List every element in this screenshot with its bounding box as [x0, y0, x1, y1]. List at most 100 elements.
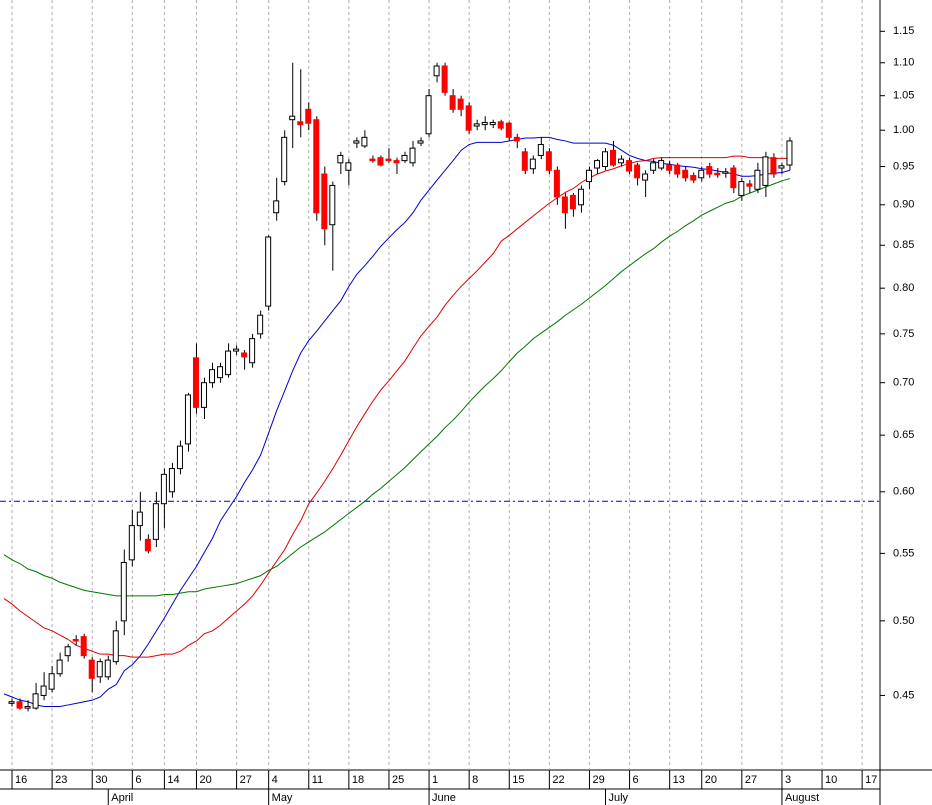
x-tick-label: 10 [825, 774, 837, 786]
candle-body [650, 162, 657, 171]
candle-body [730, 167, 737, 189]
candle-body [618, 158, 625, 164]
candle-body [64, 646, 71, 657]
y-tick-label: 0.60 [893, 486, 914, 498]
x-tick-label: 17 [865, 774, 877, 786]
x-tick-label: 18 [352, 774, 364, 786]
candle-body [72, 638, 79, 642]
candle-body [345, 162, 352, 171]
candle-body [409, 147, 416, 164]
candle-body [465, 105, 472, 131]
x-tick-label: 6 [135, 774, 141, 786]
x-tick-label: 27 [240, 774, 252, 786]
candle-body [698, 169, 705, 179]
candle-body [337, 154, 344, 164]
month-label: May [272, 792, 293, 804]
candle-body [746, 183, 753, 187]
y-tick-label: 0.95 [893, 160, 914, 172]
candle-body [537, 144, 544, 156]
candle-body [56, 659, 63, 675]
candle-body [369, 158, 376, 162]
candle-body [104, 659, 111, 678]
candle-body [706, 166, 713, 175]
y-tick-label: 1.10 [893, 57, 914, 69]
x-tick-label: 29 [592, 774, 604, 786]
candle-body [722, 171, 729, 174]
candle-body [225, 350, 232, 376]
candle-body [80, 636, 87, 657]
candle-body [682, 169, 689, 179]
x-tick-label: 11 [312, 774, 323, 786]
candle-body [377, 157, 384, 166]
candle-body [545, 151, 552, 171]
candle-body [553, 169, 560, 198]
candle-body [32, 693, 39, 709]
candle-body [176, 445, 183, 470]
candle-body [353, 140, 360, 144]
candle-body [136, 511, 143, 527]
candle-body [770, 157, 777, 175]
candle-body [401, 154, 408, 162]
candle-body [690, 175, 697, 181]
candle-body [449, 95, 456, 110]
y-tick-label: 0.90 [893, 199, 914, 211]
candle-body [40, 685, 47, 696]
x-tick-label: 14 [167, 774, 179, 786]
x-tick-label: 20 [705, 774, 717, 786]
candle-body [786, 140, 793, 166]
x-tick-label: 3 [785, 774, 791, 786]
ma-line [3, 178, 791, 597]
candle-body [634, 164, 641, 179]
candle-body [433, 65, 440, 77]
candle-body [168, 468, 175, 493]
x-tick-label: 22 [552, 774, 564, 786]
candle-body [425, 95, 432, 135]
candle-body [241, 352, 248, 358]
candle-body [626, 160, 633, 172]
candle-body [16, 701, 23, 709]
candle-body [209, 369, 216, 384]
candle-body [305, 108, 312, 124]
x-tick-label: 13 [673, 774, 685, 786]
candle-body [265, 236, 272, 307]
candle-body [489, 121, 496, 126]
candle-body [313, 119, 320, 214]
y-tick-label: 0.50 [893, 615, 914, 627]
x-tick-label: 8 [472, 774, 478, 786]
candle-body [184, 394, 191, 445]
y-tick-label: 0.70 [893, 377, 914, 389]
x-tick-label: 23 [55, 774, 67, 786]
candle-body [361, 136, 368, 147]
candle-body [201, 382, 207, 408]
candle-body [457, 98, 464, 110]
candle-body [160, 473, 167, 505]
candle-body [497, 121, 504, 129]
candle-body [577, 188, 584, 206]
x-tick-label: 16 [15, 774, 27, 786]
candle-body [120, 561, 127, 622]
candle-body [738, 181, 745, 196]
candle-body [8, 701, 15, 704]
y-tick-label: 0.55 [893, 547, 914, 559]
y-tick-label: 0.65 [893, 429, 914, 441]
x-tick-label: 25 [392, 774, 404, 786]
y-tick-label: 0.75 [893, 328, 914, 340]
candle-body [297, 121, 304, 126]
x-tick-label: 15 [512, 774, 524, 786]
candle-body [569, 194, 576, 210]
candle-body [233, 348, 240, 352]
y-tick-label: 1.15 [893, 25, 914, 37]
x-tick-label: 30 [95, 774, 107, 786]
candle-body [329, 184, 336, 226]
candle-body [289, 115, 296, 121]
candle-body [281, 136, 288, 183]
x-tick-label: 27 [745, 774, 757, 786]
candle-body [529, 158, 536, 170]
month-label: June [432, 792, 456, 804]
candle-body [658, 160, 665, 169]
candle-body [24, 706, 31, 709]
candle-body [441, 65, 448, 93]
